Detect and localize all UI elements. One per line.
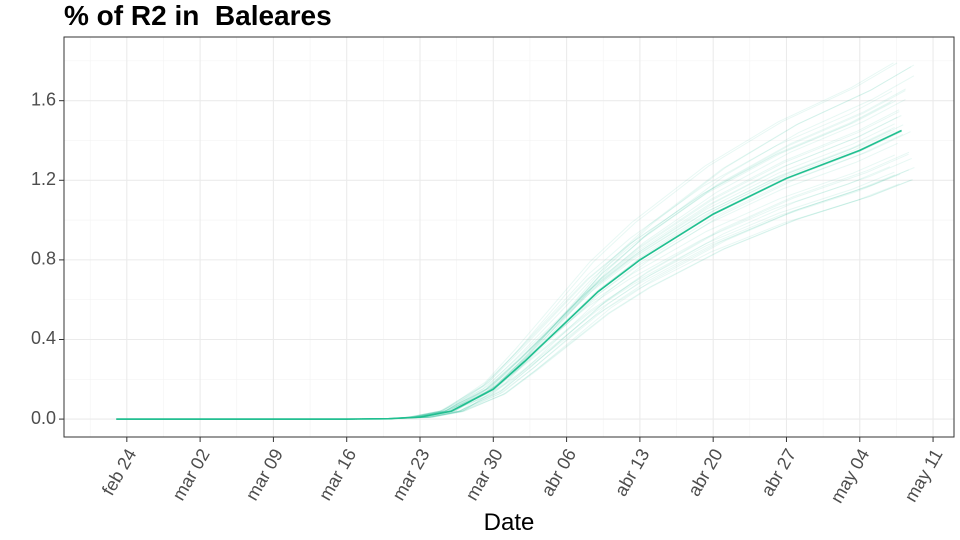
x-tick-label: feb 24	[98, 445, 140, 498]
y-tick-label: 0.4	[31, 328, 56, 348]
x-tick-label: abr 20	[684, 445, 727, 499]
ensemble-line	[116, 62, 898, 420]
median-line-group	[116, 129, 902, 420]
x-tick-label: abr 06	[537, 445, 580, 499]
x-tick-label: mar 09	[242, 445, 287, 504]
ensemble-lines	[116, 62, 915, 420]
grid-major	[64, 37, 954, 437]
ensemble-line	[116, 64, 915, 420]
panel-border	[63, 36, 955, 438]
x-tick-label: mar 16	[315, 445, 360, 504]
x-tick-label: mar 02	[168, 445, 213, 504]
y-axis: 0.0 0.4 0.8 1.2 1.6	[31, 89, 64, 428]
x-tick-label: mar 23	[388, 445, 433, 504]
x-tick-label: abr 13	[611, 445, 654, 499]
x-tick-label: mar 30	[462, 445, 507, 504]
chart-title: % of R2 in Baleares	[64, 0, 332, 31]
y-tick-label: 0.8	[31, 249, 56, 269]
y-tick-label: 1.2	[31, 169, 56, 189]
y-tick-label: 0.0	[31, 408, 56, 428]
x-tick-label: abr 27	[757, 445, 800, 499]
x-axis: feb 24 mar 02 mar 09 mar 16 mar 23 mar 30 abr …	[98, 437, 947, 506]
grid-minor	[64, 37, 954, 437]
ensemble-line	[116, 102, 891, 420]
ensemble-line	[116, 133, 904, 420]
x-axis-title: Date	[484, 509, 535, 536]
median-line	[116, 129, 902, 420]
y-tick-label: 1.6	[31, 89, 56, 109]
x-tick-label: may 04	[827, 445, 874, 506]
x-tick-label: may 11	[900, 445, 946, 505]
